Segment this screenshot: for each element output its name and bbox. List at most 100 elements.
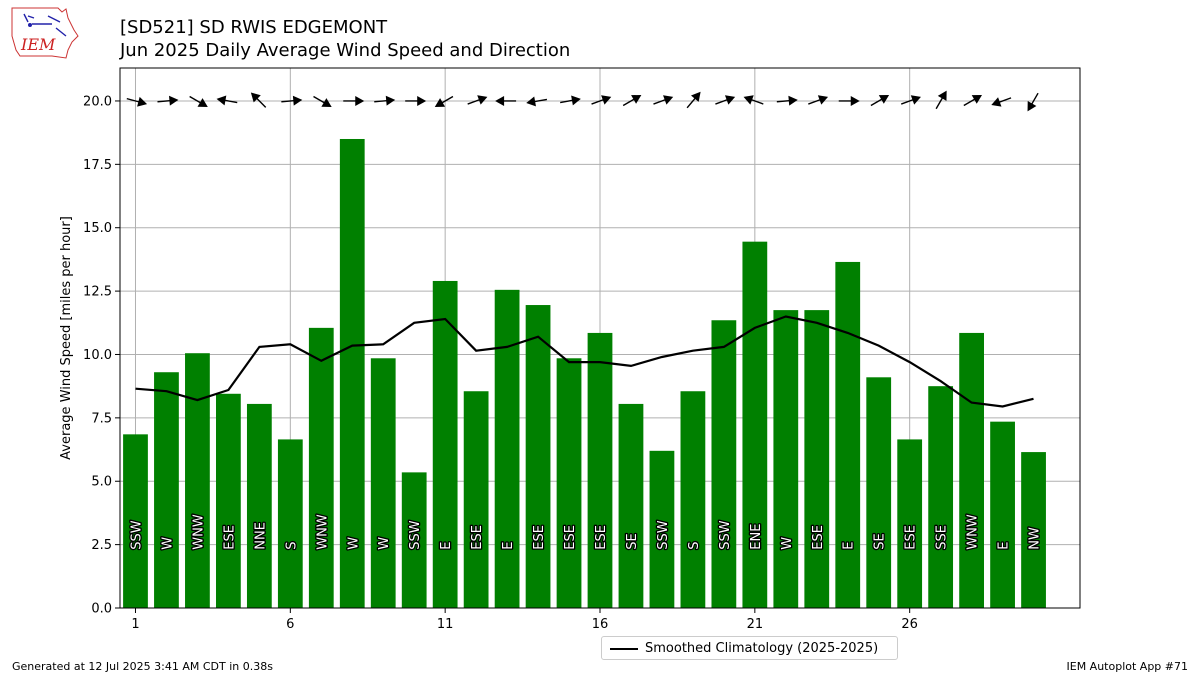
- y-tick-label: 12.5: [83, 285, 112, 300]
- bar-day-4: [216, 393, 241, 608]
- direction-labels: SSW W WNW ESE NNE S WNW W W SSW E ESE E ESE ESE ESE SE SS…: [128, 513, 1044, 551]
- climatology-line: [135, 315, 1034, 408]
- bar-day-27: [928, 386, 954, 608]
- direction-label: ESE: [594, 525, 609, 550]
- direction-label: SE: [625, 533, 640, 549]
- y-tick-label: 10.0: [83, 348, 112, 363]
- wind-arrow-icon: [250, 92, 267, 108]
- y-tick-label: 20.0: [83, 94, 112, 109]
- direction-label: WNW: [315, 514, 330, 550]
- bar-day-19: [680, 391, 706, 608]
- direction-label: WNW: [966, 514, 981, 550]
- wind-arrow-icon: [281, 95, 303, 106]
- bar-day-5: [246, 403, 272, 608]
- wind-arrow-icon: [715, 95, 736, 105]
- bar-day-12: [463, 391, 489, 608]
- y-tick-label: 7.5: [91, 411, 112, 426]
- x-tick-label: 1: [131, 617, 139, 632]
- bar-day-20: [711, 320, 737, 608]
- x-tick-label: 16: [592, 617, 609, 632]
- wind-arrow-icon: [808, 95, 829, 105]
- direction-label: E: [997, 541, 1012, 549]
- bar-day-16: [587, 332, 613, 608]
- y-tick-label: 15.0: [83, 221, 112, 236]
- direction-label: W: [346, 537, 361, 550]
- direction-label: E: [439, 541, 454, 549]
- wind-arrow-icon: [935, 90, 947, 110]
- bar-day-8: [339, 138, 365, 609]
- direction-label: ESE: [904, 525, 919, 550]
- bar-day-28: [959, 332, 984, 608]
- bar-day-11: [432, 280, 458, 608]
- wind-arrow-icon: [560, 95, 581, 106]
- bar-day-9: [370, 358, 396, 608]
- wind-arrow-icon: [126, 96, 148, 107]
- logo-text: IEM: [20, 35, 56, 54]
- bar-day-14: [525, 305, 551, 608]
- direction-label: NNE: [253, 522, 268, 550]
- wind-arrow-icon: [157, 95, 179, 106]
- direction-label: SSW: [656, 520, 671, 550]
- bar-day-29: [990, 421, 1015, 608]
- wind-arrows: [126, 90, 1039, 112]
- legend-label: Smoothed Climatology (2025-2025): [645, 641, 879, 656]
- bar-day-22: [773, 310, 799, 608]
- direction-label: E: [842, 541, 857, 549]
- bar-day-21: [742, 241, 768, 608]
- app-footer: IEM Autoplot App #71: [1066, 660, 1189, 673]
- bar-day-7: [308, 327, 334, 608]
- climatology-polyline: [135, 315, 1034, 408]
- direction-label: ENE: [749, 524, 764, 550]
- x-tick-label: 26: [901, 617, 918, 632]
- wind-arrow-icon: [776, 95, 798, 106]
- wind-arrow-icon: [189, 95, 208, 107]
- y-tick-label: 0.0: [91, 602, 112, 617]
- legend-line-swatch: [610, 648, 638, 650]
- direction-label: E: [501, 541, 516, 549]
- x-tick-label: 11: [437, 617, 454, 632]
- bar-day-6: [277, 439, 303, 608]
- legend: Smoothed Climatology (2025-2025): [601, 636, 898, 660]
- bar-day-25: [866, 377, 892, 608]
- wind-arrow-icon: [870, 94, 890, 107]
- direction-label: W: [377, 537, 392, 550]
- wind-arrow-icon: [216, 95, 238, 106]
- bar-day-18: [649, 450, 675, 608]
- bar-day-17: [618, 403, 644, 608]
- chart-subtitle: Jun 2025 Daily Average Wind Speed and Di…: [120, 40, 571, 61]
- wind-arrow-icon: [900, 95, 921, 105]
- wind-arrow-icon: [963, 94, 983, 107]
- wind-arrow-icon: [991, 97, 1012, 107]
- direction-label: SSE: [935, 525, 950, 550]
- bar-day-26: [897, 439, 923, 608]
- direction-label: ESE: [811, 525, 826, 550]
- y-tick-label: 2.5: [91, 538, 112, 553]
- direction-label: S: [284, 541, 299, 549]
- direction-label: SE: [873, 533, 888, 549]
- y-tick-label: 5.0: [91, 475, 112, 490]
- chart-title: [SD521] SD RWIS EDGEMONT: [120, 17, 388, 38]
- wind-arrow-icon: [591, 95, 612, 105]
- direction-label: ESE: [563, 525, 578, 550]
- bar-day-15: [556, 358, 582, 608]
- wind-arrow-icon: [374, 95, 396, 106]
- wind-arrow-icon: [526, 96, 548, 107]
- bar-day-23: [804, 310, 830, 608]
- direction-label: SSW: [718, 520, 733, 550]
- wind-arrow-icon: [343, 95, 365, 106]
- bar-day-13: [494, 289, 520, 608]
- bar-day-2: [154, 372, 179, 608]
- axes: 0.02.55.07.510.012.515.017.520.01 6 11 16 21…: [59, 67, 1081, 632]
- direction-label: SSW: [408, 520, 423, 550]
- wind-arrow-icon: [838, 95, 860, 106]
- direction-label: ESE: [532, 525, 547, 550]
- direction-label: W: [780, 537, 795, 550]
- bar-day-3: [185, 353, 210, 608]
- wind-arrow-icon: [405, 95, 427, 106]
- direction-label: ESE: [222, 525, 237, 550]
- direction-label: WNW: [191, 514, 206, 550]
- x-tick-label: 6: [286, 617, 294, 632]
- direction-label: ESE: [470, 525, 485, 550]
- bar-day-1: [123, 434, 148, 608]
